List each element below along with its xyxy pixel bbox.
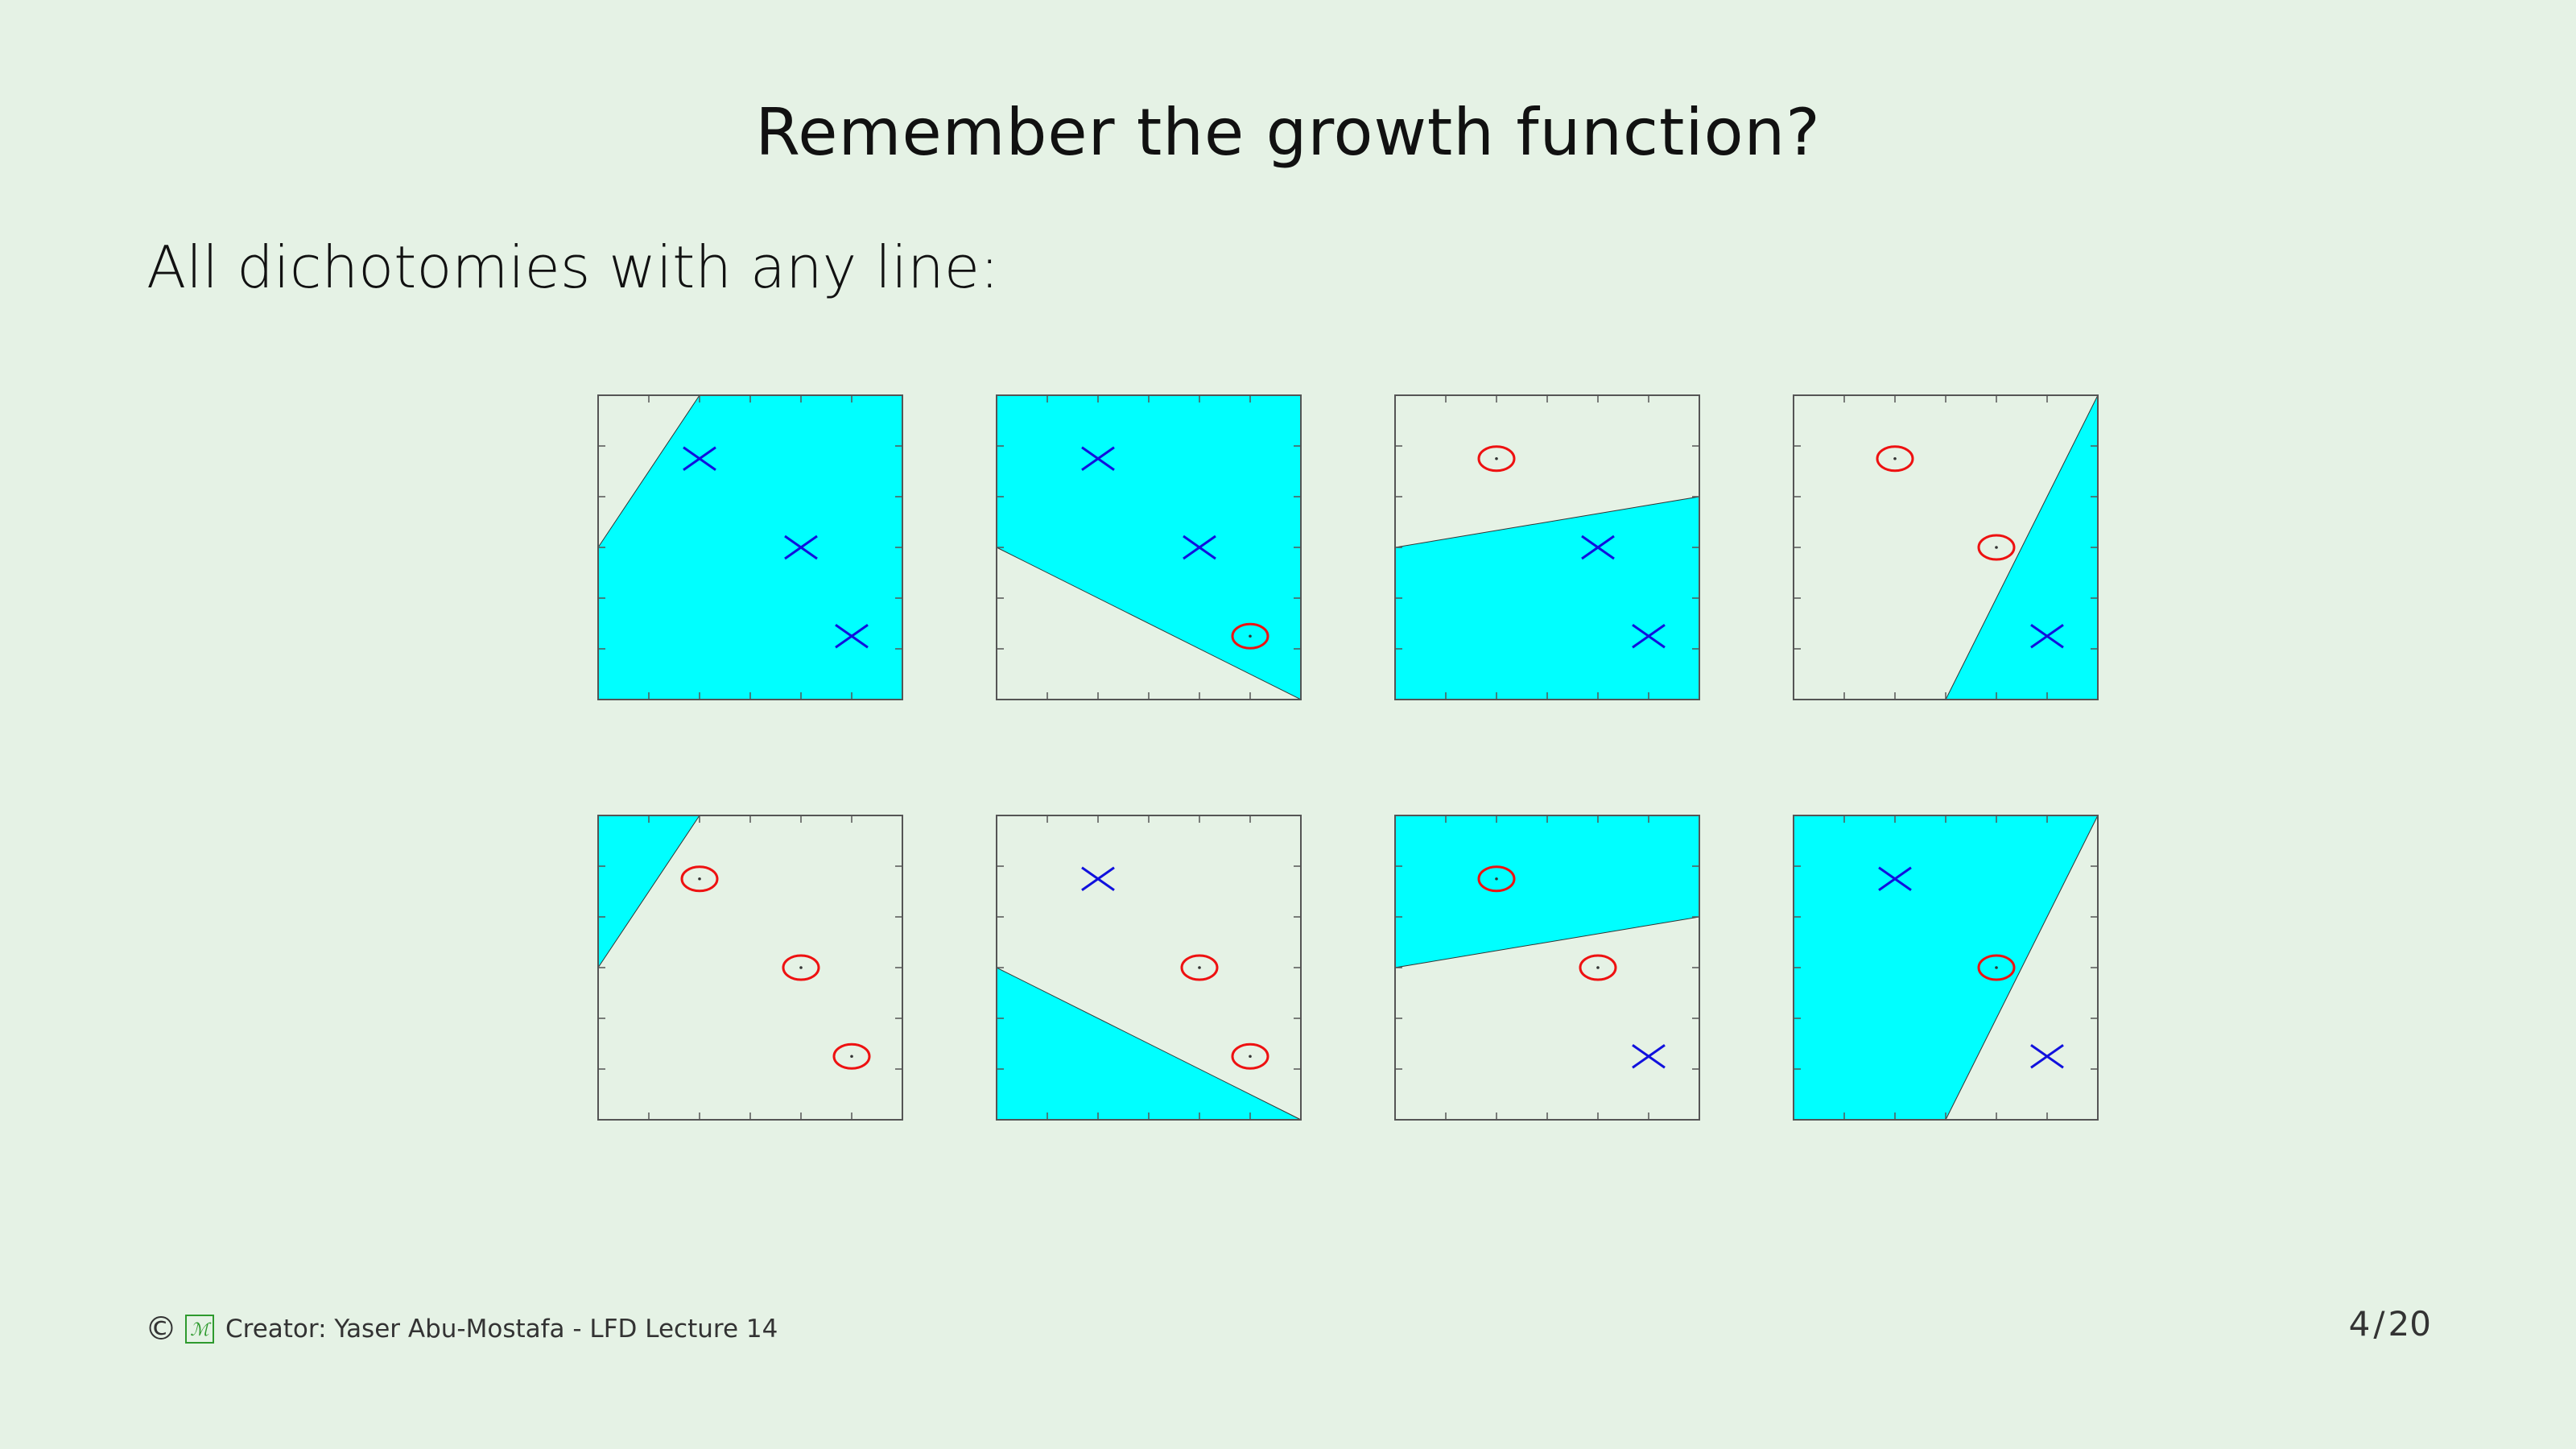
cross-point — [784, 535, 818, 560]
dichotomy-panel — [1393, 813, 1702, 1122]
positive-region — [1793, 815, 2099, 1121]
dichotomy-panel — [1393, 393, 1702, 702]
creator-credit: Creator: Yaser Abu-Mostafa - LFD Lecture… — [225, 1315, 778, 1344]
dichotomy-plot — [996, 815, 1302, 1121]
circle-point — [1477, 445, 1516, 473]
cross-point — [1081, 866, 1115, 891]
dichotomy-panel — [596, 813, 905, 1122]
circle-point — [832, 1042, 871, 1070]
cross-point — [2030, 624, 2064, 649]
dichotomy-panel — [994, 813, 1303, 1122]
dichotomy-panel — [1791, 393, 2100, 702]
dichotomy-panel — [994, 393, 1303, 702]
cross-point — [1632, 624, 1666, 649]
cross-point — [1581, 535, 1615, 560]
circle-point — [1231, 622, 1269, 650]
circle-point — [1477, 865, 1516, 893]
cross-point — [1632, 1044, 1666, 1069]
slide-title: Remember the growth function? — [755, 95, 1821, 170]
page-current: 4 — [2348, 1304, 2371, 1344]
cross-point — [1183, 535, 1216, 560]
cross-point — [683, 446, 716, 471]
circle-point — [1231, 1042, 1269, 1070]
positive-region — [597, 394, 903, 700]
circle-point — [1180, 954, 1219, 981]
positive-region — [1394, 815, 1700, 968]
footer: © ℳ Creator: Yaser Abu-Mostafa - LFD Lec… — [145, 1311, 778, 1348]
page-separator: / — [2373, 1304, 2385, 1344]
circle-point — [1876, 445, 1914, 473]
dichotomy-plot — [597, 815, 903, 1121]
cross-point — [2030, 1044, 2064, 1069]
cross-point — [835, 624, 869, 649]
circle-point — [1977, 534, 2016, 561]
dichotomy-plot — [1394, 815, 1700, 1121]
positive-region — [996, 394, 1302, 700]
page-number: 4/20 — [2349, 1304, 2431, 1344]
circle-point — [1977, 954, 2016, 981]
dichotomy-plot — [1793, 394, 2099, 700]
dichotomy-panel — [1791, 813, 2100, 1122]
dichotomy-plot — [597, 394, 903, 700]
positive-region — [1394, 496, 1700, 700]
dichotomy-panel — [596, 393, 905, 702]
circle-point — [680, 865, 719, 893]
slide-subtitle: All dichotomies with any line: — [147, 233, 1000, 301]
positive-region — [1945, 394, 2099, 700]
learning-from-data-logo-icon: ℳ — [185, 1315, 214, 1344]
dichotomy-plot — [996, 394, 1302, 700]
dichotomy-plot — [1793, 815, 2099, 1121]
page-total: 20 — [2388, 1304, 2431, 1344]
dichotomy-grid — [596, 393, 2109, 1125]
dichotomy-plot — [1394, 394, 1700, 700]
circle-point — [1579, 954, 1617, 981]
copyright-symbol: © — [145, 1311, 177, 1348]
positive-region — [597, 815, 700, 969]
cross-point — [1878, 866, 1912, 891]
cross-point — [1081, 446, 1115, 471]
circle-point — [782, 954, 820, 981]
